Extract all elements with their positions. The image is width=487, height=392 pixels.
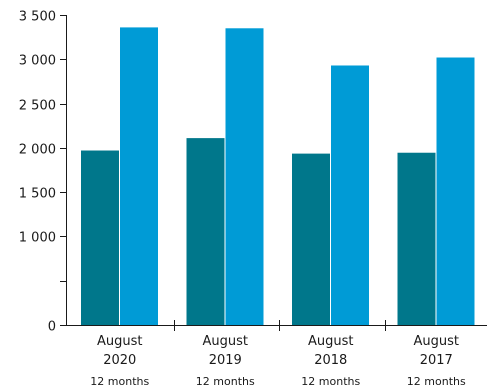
x-tick-label-year: 2019 bbox=[209, 353, 242, 368]
bar-2-4 bbox=[436, 57, 475, 326]
x-tick-label-period: 12 months bbox=[90, 375, 149, 388]
bars bbox=[81, 27, 475, 326]
bar-2-2 bbox=[225, 28, 264, 326]
y-tick-label: 1 500 bbox=[19, 187, 56, 202]
bar-1-1 bbox=[81, 150, 119, 325]
y-axis: 0 1 000 1 500 2 000 2 500 3 000 3 500 bbox=[19, 10, 67, 335]
y-tick-label: 0 bbox=[48, 320, 56, 335]
y-tick-label: 2 500 bbox=[19, 99, 56, 114]
x-tick-label: August bbox=[203, 334, 249, 349]
y-tick-label: 3 500 bbox=[19, 10, 56, 25]
y-tick-label: 3 000 bbox=[19, 54, 56, 69]
x-tick-label-period: 12 months bbox=[301, 375, 360, 388]
x-tick-label-period: 12 months bbox=[407, 375, 466, 388]
bar-2-1 bbox=[120, 27, 158, 326]
bar-1-2 bbox=[186, 138, 225, 325]
x-tick-label-year: 2017 bbox=[420, 353, 453, 368]
bar-1-3 bbox=[292, 153, 330, 325]
x-axis: August 2020 12 months August 2019 12 months Au… bbox=[66, 320, 487, 388]
x-tick-label: August bbox=[414, 334, 460, 349]
x-tick-label: August bbox=[308, 334, 354, 349]
y-tick-label: 2 000 bbox=[19, 143, 56, 158]
bar-2-3 bbox=[331, 65, 369, 325]
x-tick-label-year: 2020 bbox=[103, 353, 136, 368]
y-tick-label: 1 000 bbox=[19, 231, 56, 246]
x-tick-label: August bbox=[97, 334, 143, 349]
x-tick-label-period: 12 months bbox=[196, 375, 255, 388]
bar-1-4 bbox=[397, 152, 436, 325]
x-tick-label-year: 2018 bbox=[314, 353, 347, 368]
